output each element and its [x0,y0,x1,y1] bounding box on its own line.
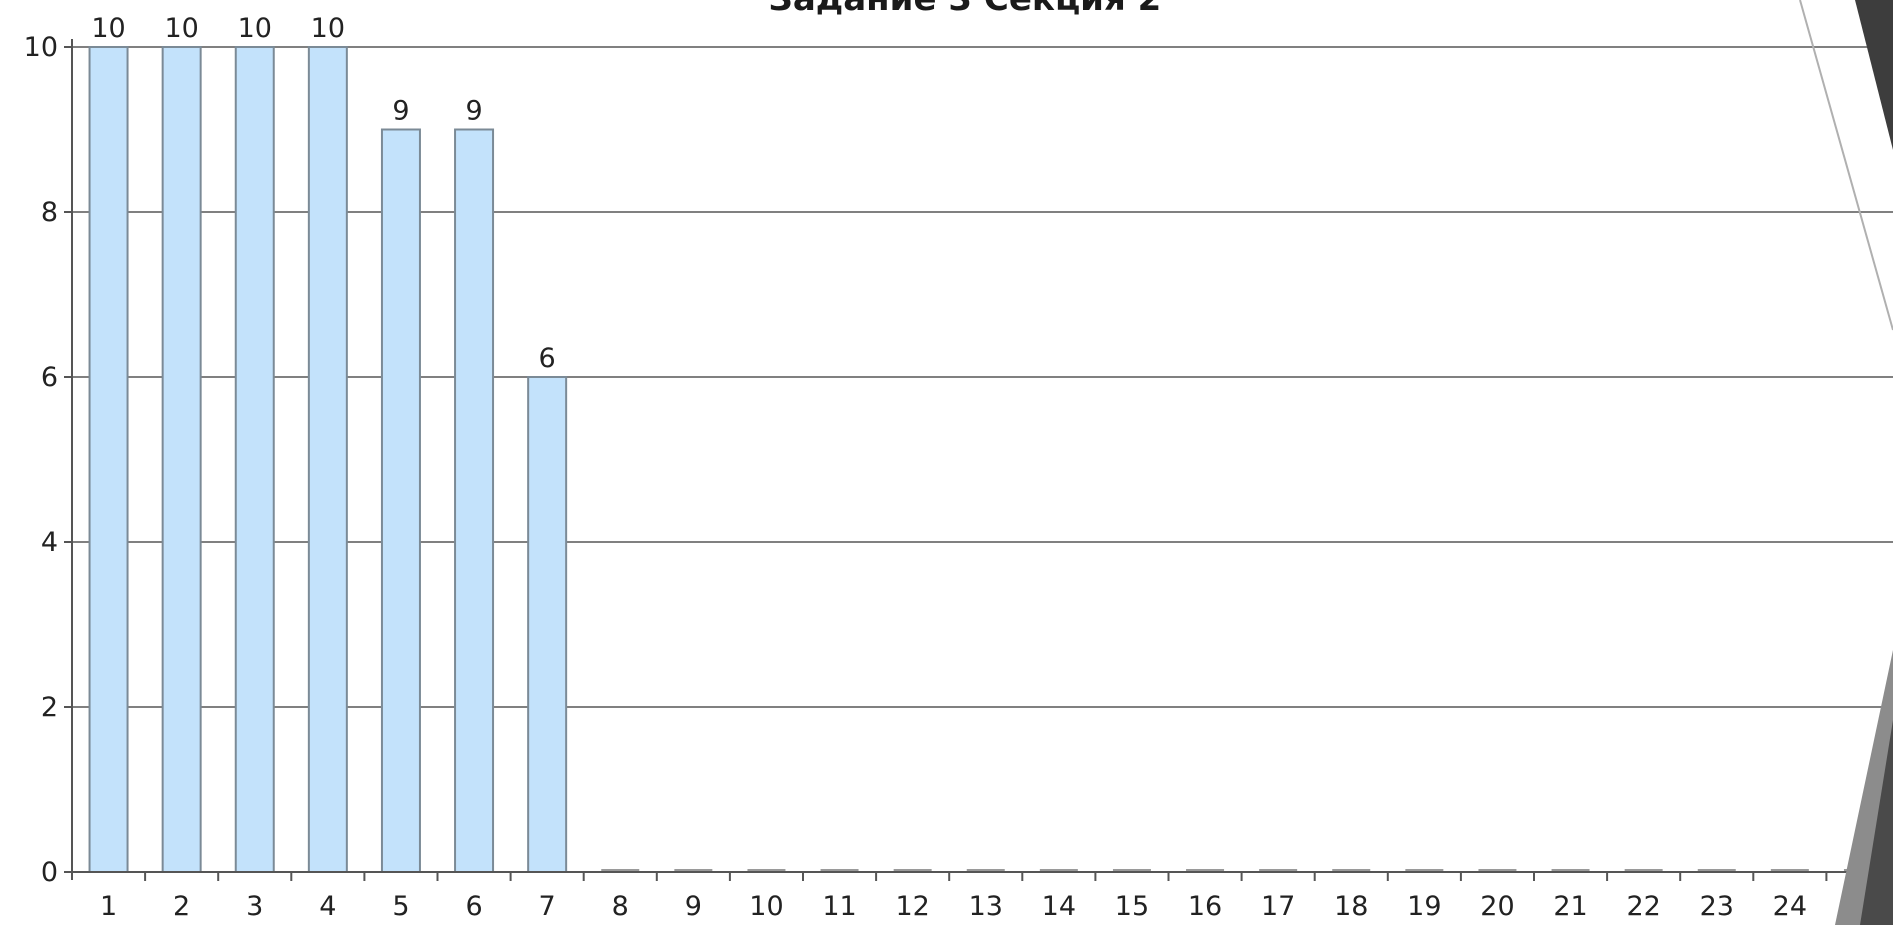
data-label-3: 10 [238,13,272,44]
y-tick-label-0: 0 [41,857,58,888]
y-tick-label-8: 8 [41,197,58,228]
x-tick-label-14: 14 [1042,891,1076,922]
x-tick-label-16: 16 [1188,891,1222,922]
y-tick-labels: 0 2 4 6 8 10 [24,32,58,888]
gridlines [72,46,1893,708]
bar-6 [454,128,495,873]
x-tick-label-19: 19 [1407,891,1441,922]
y-tick-label-4: 4 [41,527,58,558]
x-tick-label-20: 20 [1480,891,1514,922]
bar-5 [380,128,421,873]
bars-group [88,46,1882,873]
x-tick-label-15: 15 [1115,891,1149,922]
x-tick-label-24: 24 [1773,891,1807,922]
x-tick-label-22: 22 [1626,891,1660,922]
x-tick-label-7: 7 [539,891,556,922]
x-tick-label-5: 5 [392,891,409,922]
bar-3 [234,46,275,873]
bar-1 [88,46,129,873]
x-tick-label-23: 23 [1700,891,1734,922]
data-labels: 10 10 10 10 9 9 6 [91,13,555,374]
data-label-5: 9 [392,96,409,127]
x-tick-label-10: 10 [749,891,783,922]
x-tick-label-2: 2 [173,891,190,922]
x-tick-labels: 1234567891011121314151617181920212223242… [100,891,1880,922]
x-tick-label-1: 1 [100,891,117,922]
x-tick-label-13: 13 [969,891,1003,922]
slide-decoration [1799,0,1893,925]
x-tick-label-17: 17 [1261,891,1295,922]
data-label-6: 9 [465,96,482,127]
x-tick-label-4: 4 [319,891,336,922]
x-tick-label-8: 8 [612,891,629,922]
x-tick-label-21: 21 [1553,891,1587,922]
decor-dark-shape-top [1855,0,1893,150]
decor-dark-shape-bottom [1860,720,1893,925]
bar-7 [527,376,568,873]
bar-4 [307,46,348,873]
chart-title: Задание 3 Секция 2 [769,0,1162,19]
x-tick-label-18: 18 [1334,891,1368,922]
data-label-2: 10 [164,13,198,44]
y-tick-label-10: 10 [24,32,58,63]
axes-group [64,39,1893,881]
y-tick-label-2: 2 [41,692,58,723]
y-tick-label-6: 6 [41,362,58,393]
data-label-4: 10 [311,13,345,44]
x-tick-label-3: 3 [246,891,263,922]
bar-2 [161,46,202,873]
data-label-1: 10 [91,13,125,44]
decor-outline-top [1799,0,1893,331]
data-label-7: 6 [539,343,556,374]
x-tick-label-6: 6 [465,891,482,922]
x-tick-label-11: 11 [822,891,856,922]
x-tick-label-12: 12 [895,891,929,922]
x-tick-label-9: 9 [685,891,702,922]
